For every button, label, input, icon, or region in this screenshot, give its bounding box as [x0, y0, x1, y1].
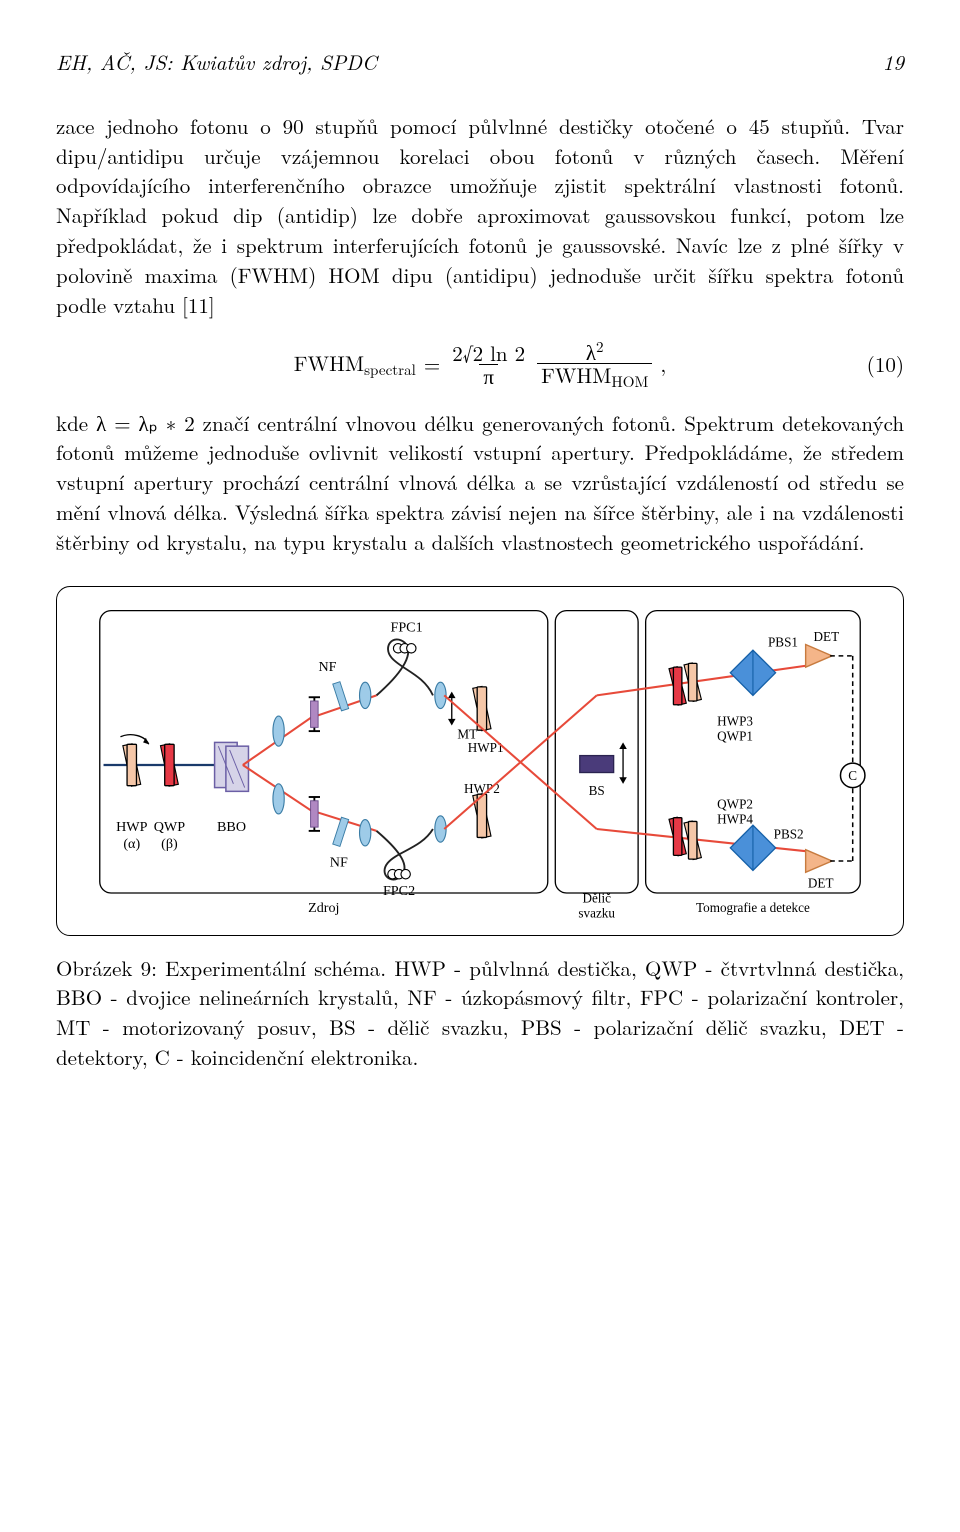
eq-lhs-text: FWHM — [294, 348, 364, 378]
svg-text:DET: DET — [808, 875, 834, 890]
eq-equals: = — [424, 350, 440, 380]
svg-text:FPC1: FPC1 — [391, 619, 423, 635]
eq-lambda-sup: 2 — [596, 336, 604, 357]
eq-frac2: λ2 FWHMHOM — [537, 339, 652, 390]
svg-text:NF: NF — [319, 658, 337, 674]
svg-text:Zdroj: Zdroj — [308, 899, 339, 915]
equation-body: FWHMspectral = 2√2 ln 2 π λ2 FWHMHOM , — [294, 339, 666, 390]
svg-text:HWP: HWP — [116, 818, 148, 834]
svg-text:DET: DET — [814, 628, 840, 643]
svg-text:PBS2: PBS2 — [774, 826, 804, 841]
figure-svg: HWP(α)QWP(β)BBONFNFFPC1FPC2MTHWP1HWP2BSH… — [70, 605, 890, 925]
header-page-number: 19 — [883, 48, 904, 78]
paragraph-2: kde λ = λₚ ∗ 2 značí centrální vlnovou d… — [56, 409, 904, 558]
svg-text:BS: BS — [589, 783, 605, 798]
eq-frac1: 2√2 ln 2 π — [448, 342, 529, 387]
svg-text:Tomografie a detekce: Tomografie a detekce — [696, 899, 810, 914]
svg-text:HWP3: HWP3 — [717, 713, 753, 728]
svg-text:NF: NF — [330, 854, 348, 870]
equation-10: FWHMspectral = 2√2 ln 2 π λ2 FWHMHOM , (… — [56, 335, 904, 395]
svg-text:(α): (α) — [123, 835, 140, 851]
header-left: EH, AČ, JS: Kwiatův zdroj, SPDC — [56, 48, 377, 78]
figure-caption: Obrázek 9: Experimentální schéma. HWP - … — [56, 954, 904, 1073]
svg-text:BBO: BBO — [217, 818, 246, 834]
svg-text:QWP2: QWP2 — [717, 796, 753, 811]
svg-text:QWP: QWP — [154, 818, 186, 834]
eq-frac1-den: π — [479, 364, 498, 387]
figure-9: HWP(α)QWP(β)BBONFNFFPC1FPC2MTHWP1HWP2BSH… — [56, 586, 904, 936]
eq-frac2-den-sub: HOM — [611, 371, 648, 392]
svg-text:FPC2: FPC2 — [383, 882, 415, 898]
eq-frac2-den-text: FWHM — [541, 360, 611, 390]
svg-text:(β): (β) — [161, 835, 178, 851]
paragraph-1: zace jednoho fotonu o 90 stupňů pomocí p… — [56, 112, 904, 321]
eq-comma: , — [660, 350, 666, 380]
svg-text:HWP4: HWP4 — [717, 811, 753, 826]
svg-text:HWP2: HWP2 — [464, 781, 500, 796]
page-header: EH, AČ, JS: Kwiatův zdroj, SPDC 19 — [56, 48, 904, 78]
svg-text:PBS1: PBS1 — [768, 634, 798, 649]
svg-text:svazku: svazku — [578, 905, 615, 920]
svg-text:Dělič: Dělič — [582, 890, 611, 905]
eq-lhs: FWHMspectral — [294, 349, 416, 380]
eq-lhs-sub: spectral — [364, 359, 416, 380]
eq-frac2-den: FWHMHOM — [537, 363, 652, 390]
equation-number: (10) — [867, 350, 904, 380]
svg-text:C: C — [848, 768, 857, 783]
svg-text:QWP1: QWP1 — [717, 728, 753, 743]
